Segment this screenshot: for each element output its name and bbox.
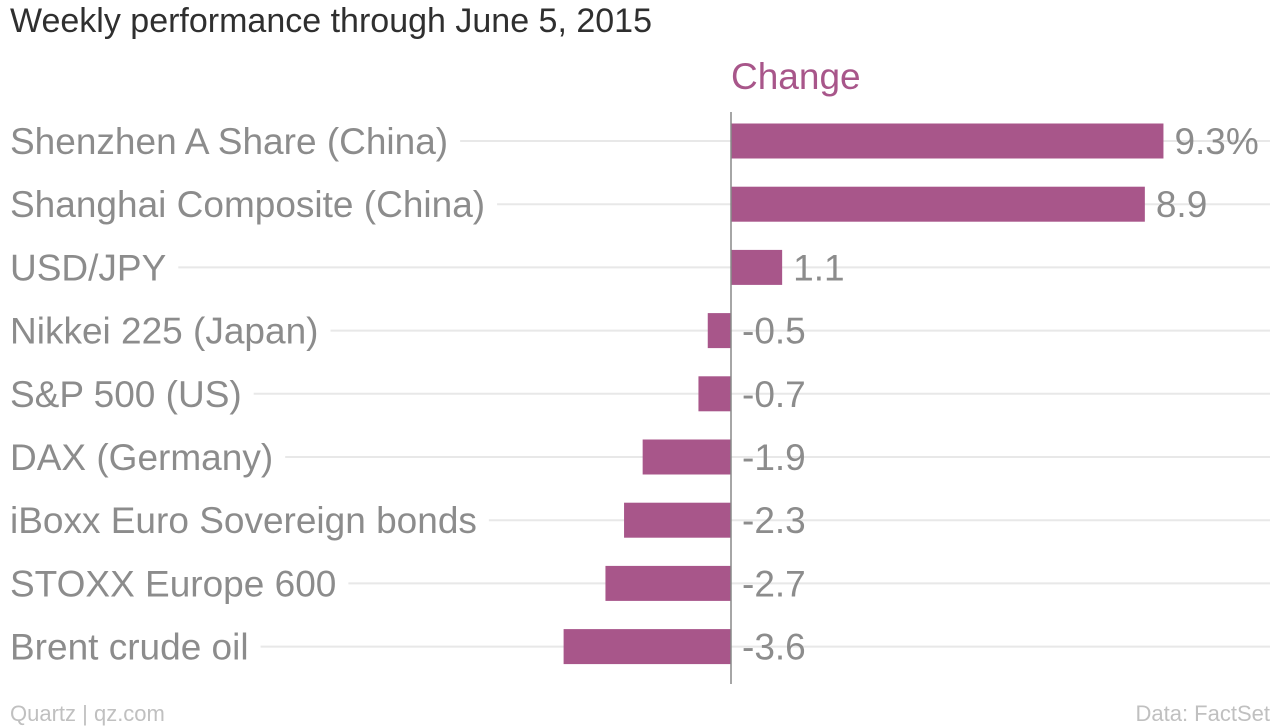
series-label: Change	[731, 56, 861, 97]
category-label: DAX (Germany)	[10, 437, 273, 478]
data-source: Data: FactSet	[1135, 701, 1270, 726]
data-label: 9.3%	[1174, 121, 1258, 162]
category-label: Nikkei 225 (Japan)	[10, 311, 318, 352]
category-label: S&P 500 (US)	[10, 374, 242, 415]
category-label: iBoxx Euro Sovereign bonds	[10, 500, 477, 541]
bar	[731, 186, 1145, 222]
bars	[563, 123, 1164, 665]
bar	[642, 439, 731, 475]
source-credit: Quartz | qz.com	[10, 701, 165, 726]
bar	[624, 502, 731, 538]
category-label: Shenzhen A Share (China)	[10, 121, 448, 162]
category-label: USD/JPY	[10, 247, 166, 288]
labels: Shenzhen A Share (China) 9.3% Shanghai Com…	[10, 121, 1259, 668]
data-label: -0.7	[742, 374, 806, 415]
data-label: -2.3	[742, 500, 806, 541]
category-label: Shanghai Composite (China)	[10, 184, 485, 225]
data-label: -1.9	[742, 437, 806, 478]
category-label: STOXX Europe 600	[10, 563, 336, 604]
bar	[698, 376, 731, 412]
bar	[731, 123, 1164, 159]
data-label: 8.9	[1156, 184, 1207, 225]
data-label: 1.1	[793, 247, 844, 288]
data-label: -0.5	[742, 311, 806, 352]
bar	[605, 565, 731, 601]
data-label: -2.7	[742, 563, 806, 604]
data-label: -3.6	[742, 627, 806, 668]
bar	[707, 313, 731, 349]
bar	[563, 629, 731, 665]
bar	[731, 249, 783, 285]
chart-title: Weekly performance through June 5, 2015	[10, 2, 652, 40]
category-label: Brent crude oil	[10, 627, 249, 668]
